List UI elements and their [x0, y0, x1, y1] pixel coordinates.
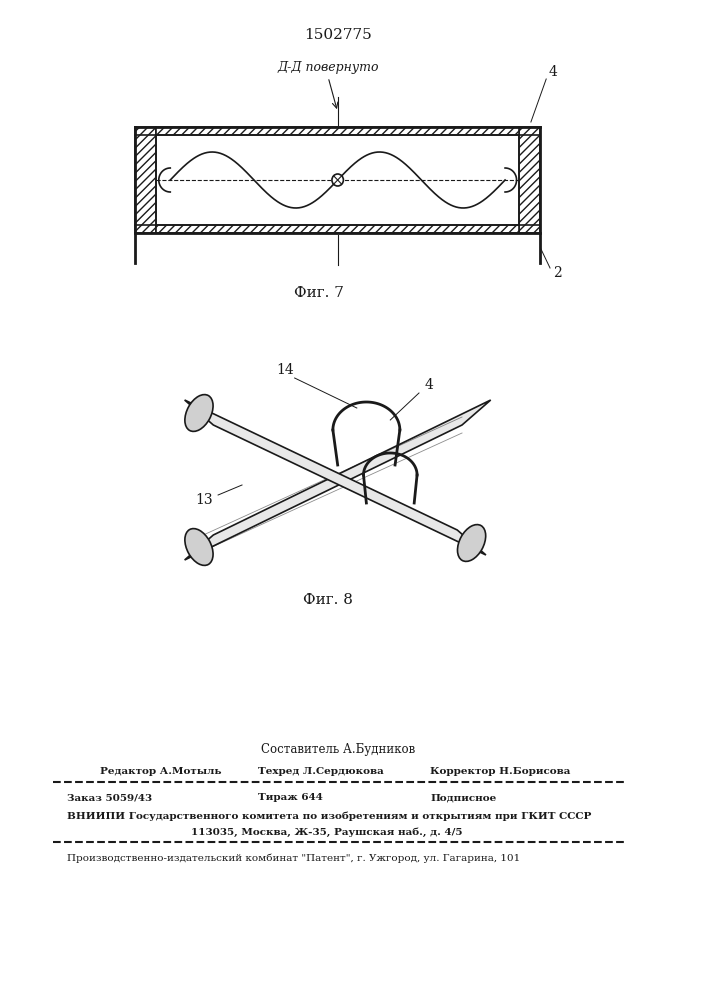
Text: 13: 13: [195, 493, 213, 507]
Bar: [156, 225, 520, 233]
Text: Производственно-издательский комбинат "Патент", г. Ужгород, ул. Гагарина, 101: Производственно-издательский комбинат "П…: [67, 853, 520, 863]
Text: Техред Л.Сердюкова: Техред Л.Сердюкова: [258, 768, 384, 776]
Text: 14: 14: [276, 363, 294, 377]
Text: Заказ 5059/43: Заказ 5059/43: [67, 794, 152, 802]
Polygon shape: [185, 400, 486, 555]
Bar: [156, 127, 520, 135]
Text: Фиг. 8: Фиг. 8: [303, 593, 353, 607]
Ellipse shape: [185, 529, 213, 565]
Bar: [156, 127, 520, 135]
Text: Корректор Н.Борисова: Корректор Н.Борисова: [431, 768, 571, 776]
Text: 4: 4: [549, 65, 557, 79]
Bar: [135, 127, 156, 233]
Text: Подписное: Подписное: [431, 794, 497, 802]
Bar: [156, 225, 520, 233]
Text: Фиг. 7: Фиг. 7: [293, 286, 344, 300]
Ellipse shape: [185, 395, 213, 431]
Text: 1502775: 1502775: [304, 28, 372, 42]
Bar: [135, 127, 156, 233]
Polygon shape: [185, 400, 491, 560]
Circle shape: [332, 174, 344, 186]
Ellipse shape: [457, 525, 486, 561]
Text: Составитель А.Будников: Составитель А.Будников: [261, 744, 415, 756]
Text: Тираж 644: Тираж 644: [258, 794, 323, 802]
Text: 4: 4: [424, 378, 433, 392]
Bar: [156, 135, 520, 225]
Text: Редактор А.Мотыль: Редактор А.Мотыль: [100, 768, 222, 776]
Text: 2: 2: [554, 266, 562, 280]
Text: Д-Д повернуто: Д-Д повернуто: [277, 60, 379, 74]
Bar: [520, 127, 540, 233]
Text: ВНИИПИ Государственного комитета по изобретениям и открытиям при ГКИТ СССР: ВНИИПИ Государственного комитета по изоб…: [67, 811, 591, 821]
Text: 113035, Москва, Ж-35, Раушская наб., д. 4/5: 113035, Москва, Ж-35, Раушская наб., д. …: [192, 827, 463, 837]
Bar: [520, 127, 540, 233]
